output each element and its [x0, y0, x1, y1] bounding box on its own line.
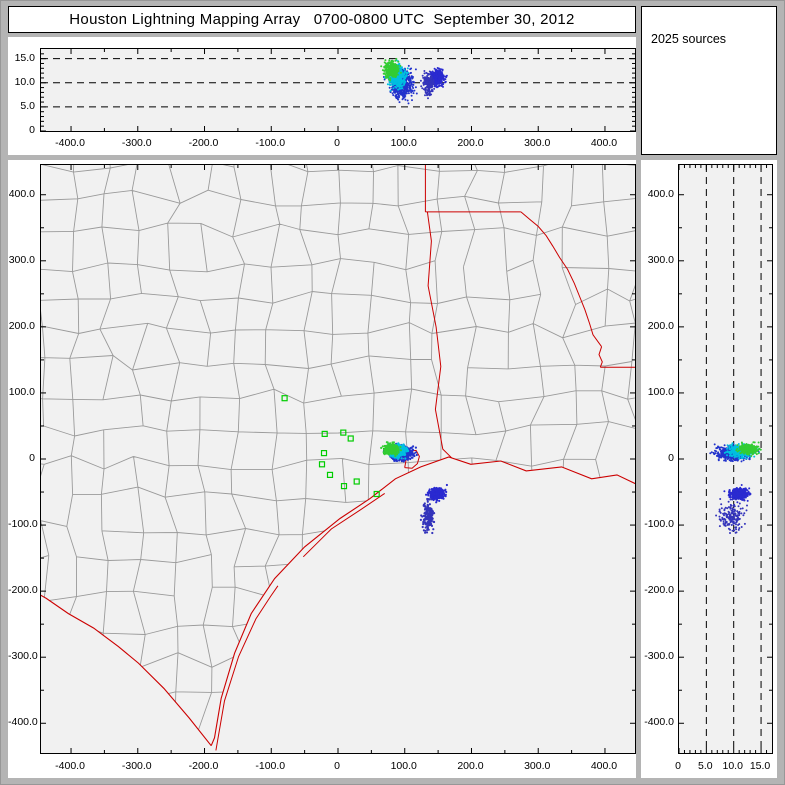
ns-tick-label: 300.0 [8, 253, 35, 266]
lightning-source-points [380, 57, 448, 105]
county-boundaries [41, 165, 635, 746]
lma-station-marker [320, 450, 328, 457]
ew-tick-label: -400.0 [55, 137, 85, 149]
barrier-island [215, 585, 279, 751]
ew-tick-label: 400.0 [590, 137, 618, 149]
ew-tick-label: 0 [334, 760, 340, 772]
sources-count-box: 2025 sources [641, 6, 777, 155]
ns-tick-label: 200.0 [647, 319, 674, 332]
ns-tick-label: 100.0 [8, 385, 35, 398]
ns-tick-label: 400.0 [647, 187, 674, 200]
ns-tick-label: -100.0 [8, 518, 38, 531]
lma-station-marker [321, 430, 328, 437]
altitude-tick-label: 10.0 [14, 75, 35, 88]
ew-tick-label: 300.0 [524, 760, 551, 772]
ns-tick-label: -400.0 [644, 716, 674, 729]
altitude-tick-label: 10.0 [722, 760, 743, 772]
lma-station-marker [373, 490, 380, 498]
ew-tick-label: 300.0 [524, 137, 551, 149]
barrier-island [302, 492, 385, 558]
ew-tick-label: 100.0 [390, 760, 417, 772]
lma-station-markers [281, 395, 390, 498]
ew-tick-label: -300.0 [121, 137, 152, 149]
altitude-tick-label: 5.0 [698, 760, 713, 772]
lma-station-marker [281, 395, 288, 402]
altitude-tick-label: 15.0 [749, 760, 771, 772]
rio-grande-border [41, 594, 212, 747]
plan-view-plot [40, 164, 636, 754]
ns-tick-label: -200.0 [644, 584, 674, 597]
altitude-ew-plot [40, 48, 636, 132]
ns-tick-label: 100.0 [647, 385, 674, 398]
ns-tick-label: -300.0 [644, 650, 674, 663]
lma-station-marker [340, 483, 348, 490]
state-border [520, 211, 603, 347]
ew-tick-label: -400.0 [55, 760, 85, 772]
lma-station-marker [353, 478, 360, 485]
ew-tick-label: 200.0 [457, 137, 484, 149]
sources-count-label: 2025 sources [651, 32, 727, 46]
ew-tick-label: -300.0 [121, 760, 152, 772]
ew-tick-label: 0 [334, 137, 340, 149]
ew-tick-label: 400.0 [590, 760, 618, 772]
altitude-ns-plot [678, 164, 773, 754]
lma-station-marker [340, 429, 347, 436]
altitude-ns-panel: 0 5.0 10.0 15.0 400.0 300.0 200.0 100.0 0 -100.0 -… [641, 160, 777, 778]
ns-tick-label: 0 [29, 452, 35, 464]
ew-tick-label: 200.0 [457, 760, 484, 772]
lma-station-marker [347, 435, 354, 442]
figure-title: Houston Lightning Mapping Array 0700-080… [69, 11, 575, 28]
ns-tick-label: 200.0 [8, 319, 35, 332]
lightning-source-points [709, 441, 762, 534]
altitude-tick-label: 5.0 [20, 99, 35, 112]
ns-tick-label: -400.0 [8, 716, 38, 729]
ns-tick-label: 300.0 [647, 253, 674, 266]
ns-tick-label: 0 [668, 452, 674, 464]
state-border [426, 211, 452, 459]
altitude-tick-label: 0 [675, 760, 681, 772]
ns-tick-label: -300.0 [8, 650, 38, 663]
lightning-source-points [380, 441, 448, 535]
lma-station-marker [318, 461, 326, 468]
altitude-tick-label: 0 [29, 124, 35, 136]
title-bar: Houston Lightning Mapping Array 0700-080… [8, 6, 636, 33]
altitude-tick-label: 15.0 [14, 51, 35, 64]
ns-tick-label: 400.0 [8, 187, 35, 200]
lma-station-marker [326, 471, 334, 478]
ew-tick-label: -200.0 [188, 137, 219, 149]
ew-tick-label: 100.0 [390, 137, 417, 149]
ew-tick-label: -100.0 [255, 137, 286, 149]
ew-tick-label: -100.0 [255, 760, 286, 772]
ns-tick-label: -100.0 [644, 518, 674, 531]
coastline [210, 456, 635, 746]
altitude-ew-panel: -400.0 -300.0 -200.0 -100.0 0 100.0 200.0 300.0… [8, 37, 636, 155]
plan-view-map-panel: -400.0 -300.0 -200.0 -100.0 0 100.0 200.0 300.0… [8, 160, 636, 778]
state-border [598, 346, 603, 368]
ew-tick-label: -200.0 [188, 760, 219, 772]
ns-tick-label: -200.0 [8, 584, 38, 597]
